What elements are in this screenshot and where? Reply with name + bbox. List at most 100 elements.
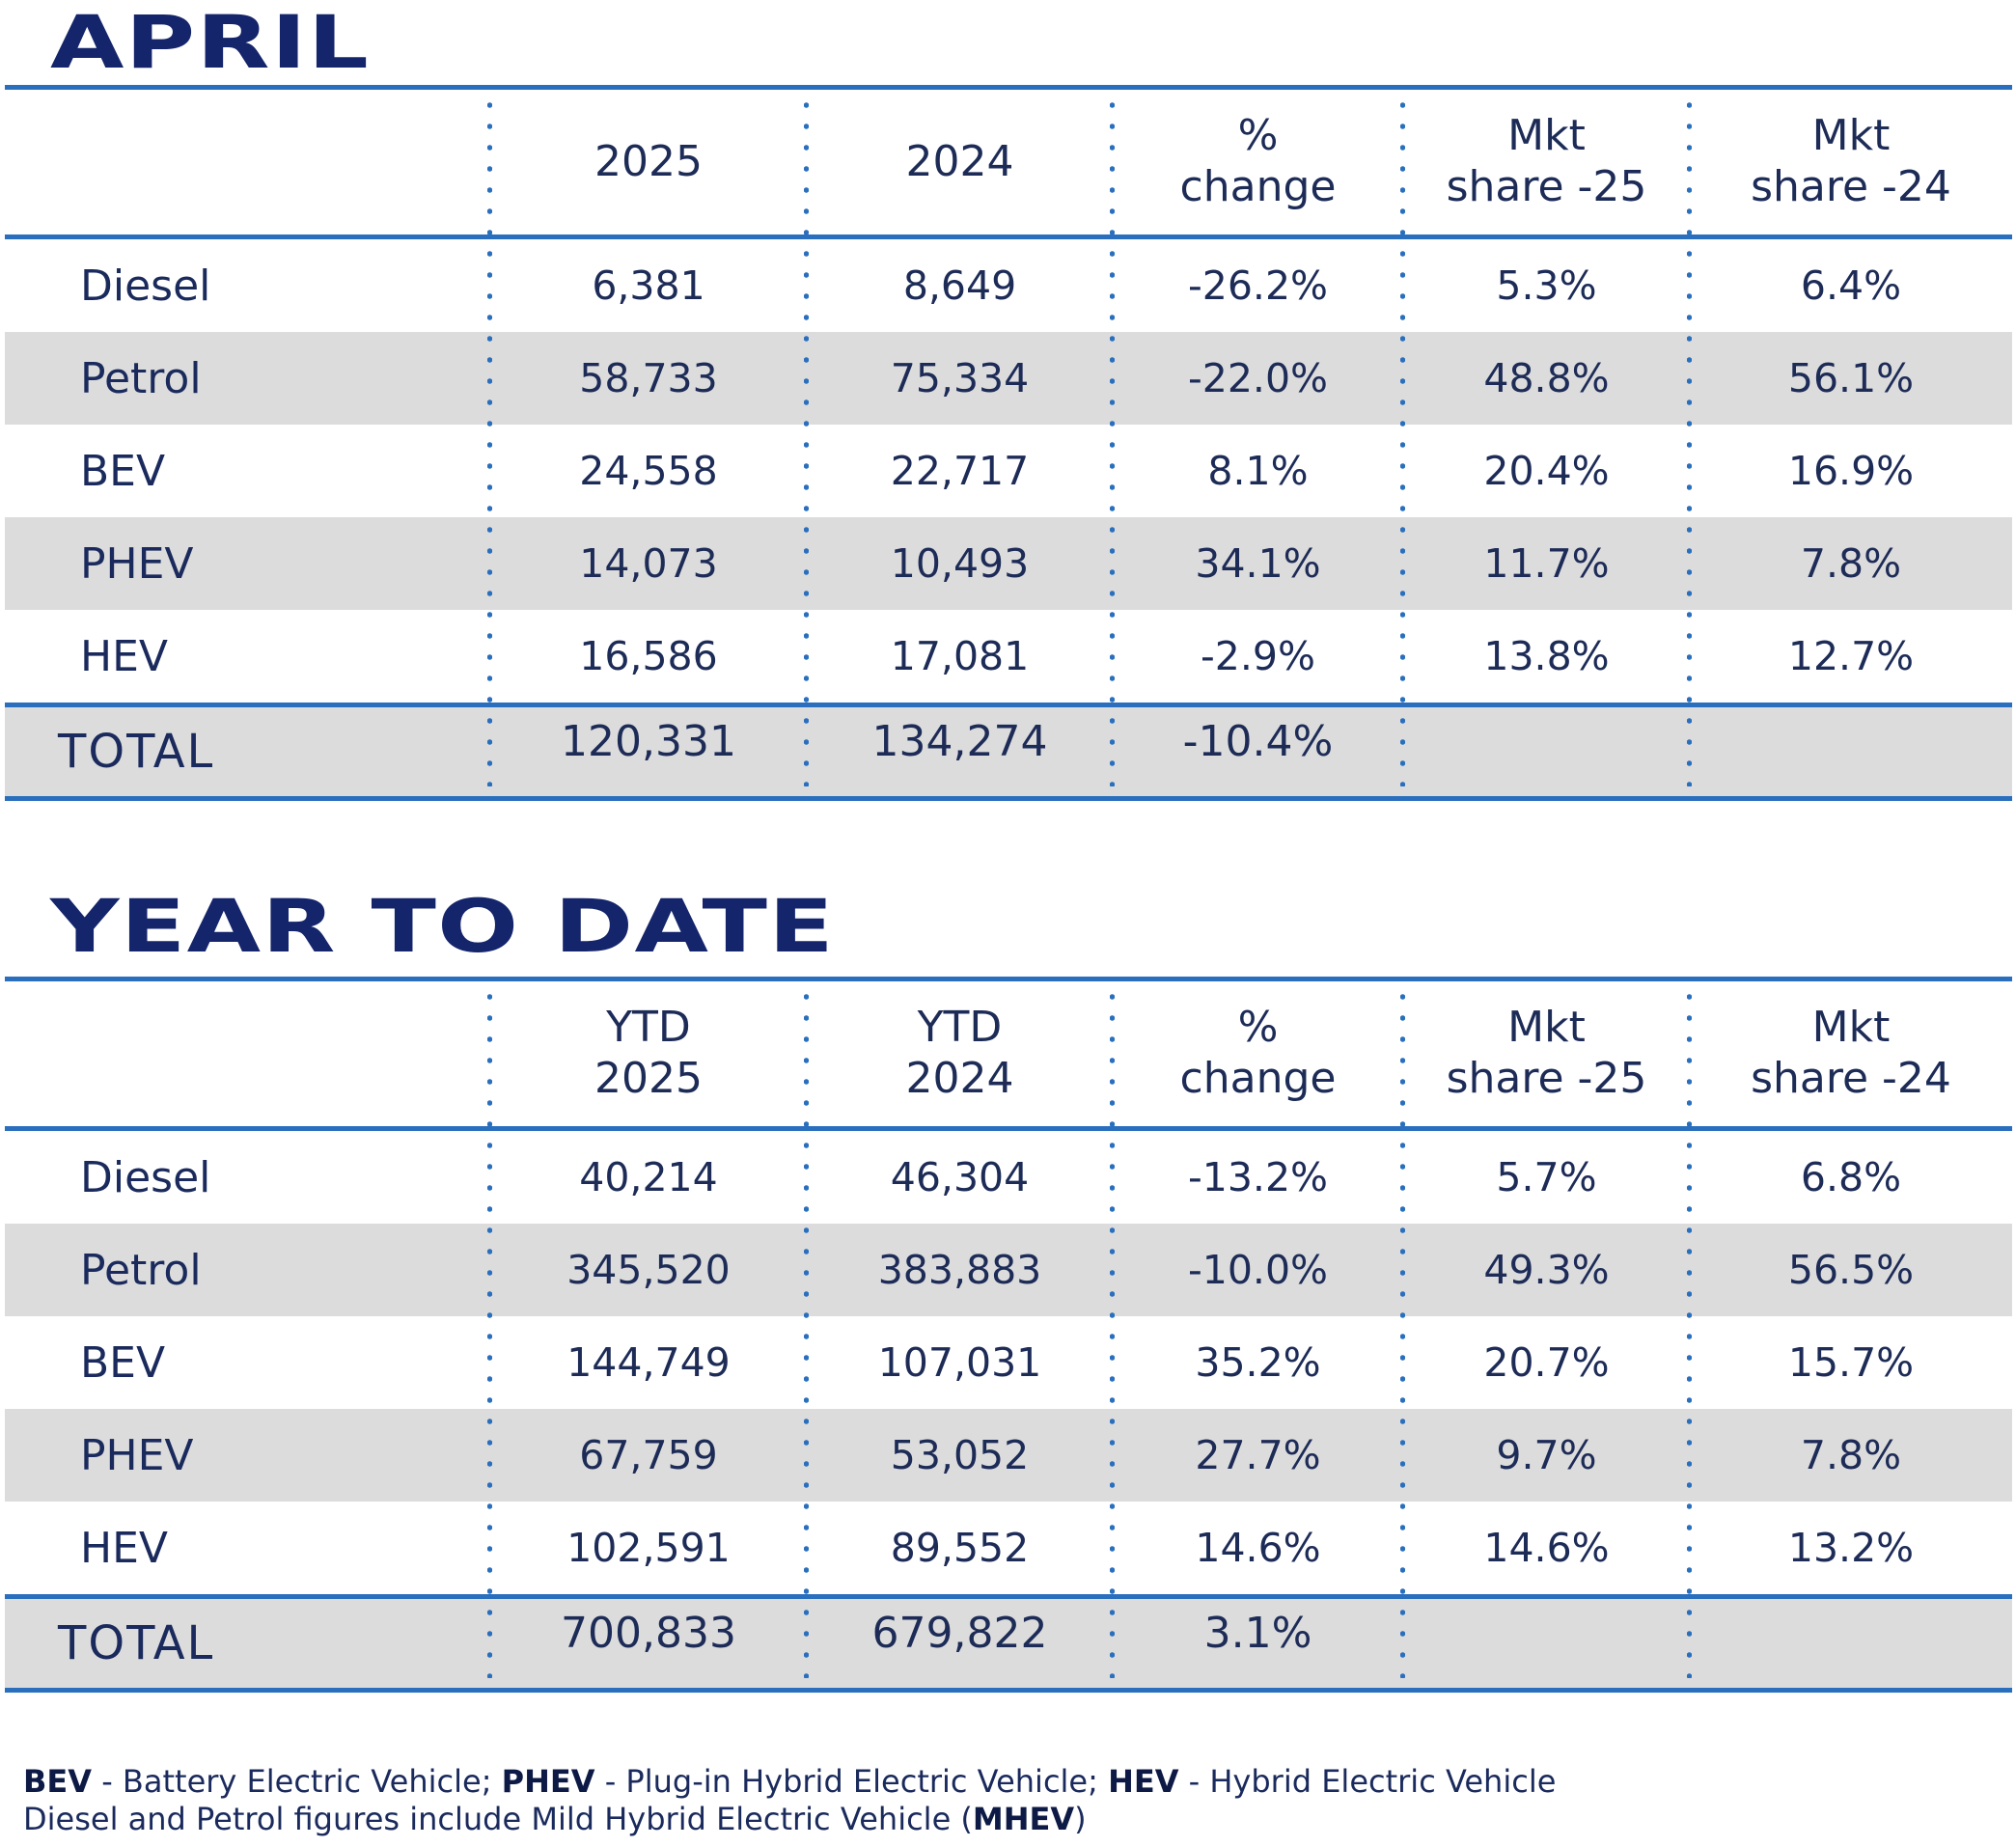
table-cell: 14.6% <box>1195 1525 1321 1571</box>
table-rule <box>5 796 2012 801</box>
column-divider <box>487 986 492 1678</box>
table-cell: -26.2% <box>1187 262 1329 309</box>
footnote-line-2-end: ) <box>1074 1801 1087 1837</box>
row-label: PHEV <box>80 538 194 589</box>
column-divider <box>1400 95 1405 786</box>
table-cell: 6.4% <box>1800 262 1902 309</box>
table-cell: 5.3% <box>1496 262 1597 309</box>
total-row: TOTAL 120,331 134,274 -10.4% <box>5 707 2012 796</box>
total-label: TOTAL <box>58 725 215 779</box>
table-cell: 34.1% <box>1195 540 1321 587</box>
table-cell: 35.2% <box>1195 1339 1321 1386</box>
table-cell: 102,591 <box>566 1525 731 1571</box>
table-row: HEV 16,586 17,081 -2.9% 13.8% 12.7% <box>5 610 2012 703</box>
table-cell: 15.7% <box>1787 1339 1915 1386</box>
row-label: Diesel <box>80 1152 211 1202</box>
column-divider <box>1400 986 1405 1678</box>
column-header: Mkt share -24 <box>1751 111 1951 211</box>
table-cell: 7.8% <box>1800 540 1902 587</box>
column-header: Mkt share -24 <box>1751 1003 1951 1103</box>
table-cell: 144,749 <box>566 1339 731 1386</box>
table-cell: 6.8% <box>1800 1154 1902 1200</box>
table-cell: 48.8% <box>1483 355 1610 401</box>
footnote-mhev-abbr: MHEV <box>972 1801 1075 1837</box>
table-row: Diesel 40,214 46,304 -13.2% 5.7% 6.8% <box>5 1131 2012 1224</box>
footnote-phev-abbr: PHEV <box>501 1763 595 1800</box>
table-rule <box>5 703 2012 707</box>
total-cell: 120,331 <box>561 717 736 766</box>
total-cell <box>1690 1599 2012 1688</box>
table-row: Diesel 6,381 8,649 -26.2% 5.3% 6.4% <box>5 239 2012 332</box>
column-divider <box>804 986 809 1678</box>
table-cell: 13.2% <box>1787 1525 1915 1571</box>
total-cell: 679,822 <box>871 1609 1048 1658</box>
table-cell: 7.8% <box>1800 1432 1902 1478</box>
footnote-hev-def: - Hybrid Electric Vehicle <box>1178 1763 1557 1800</box>
footnote-phev-def: - Plug-in Hybrid Electric Vehicle; <box>594 1763 1109 1800</box>
column-header: YTD 2024 <box>905 1003 1014 1103</box>
total-cell <box>1690 707 2012 796</box>
table-cell: 6,381 <box>592 262 705 309</box>
ytd-title: YEAR TO DATE <box>50 883 836 969</box>
footnote-line-1: BEV - Battery Electric Vehicle; PHEV - P… <box>23 1763 2002 1801</box>
table-cell: -22.0% <box>1187 355 1329 401</box>
table-cell: 27.7% <box>1195 1432 1321 1478</box>
table-cell: 67,759 <box>579 1432 718 1478</box>
column-header: 2024 <box>905 136 1014 186</box>
table-cell: -13.2% <box>1187 1154 1329 1200</box>
column-header: YTD 2025 <box>594 1003 703 1103</box>
table-row: Petrol 58,733 75,334 -22.0% 48.8% 56.1% <box>5 332 2012 425</box>
footnote-bev-def: - Battery Electric Vehicle; <box>92 1763 502 1800</box>
table-cell: 89,552 <box>890 1525 1030 1571</box>
table-row: Petrol 345,520 383,883 -10.0% 49.3% 56.5% <box>5 1224 2012 1316</box>
row-label: Petrol <box>80 353 202 403</box>
column-divider <box>1110 986 1115 1678</box>
total-cell: -10.4% <box>1182 717 1334 766</box>
table-cell: 345,520 <box>566 1247 731 1293</box>
column-divider <box>487 95 492 786</box>
table-rule <box>5 85 2012 90</box>
row-label: PHEV <box>80 1430 194 1480</box>
april-title: APRIL <box>50 0 371 85</box>
table-cell: 9.7% <box>1496 1432 1597 1478</box>
column-header: Mkt share -25 <box>1446 111 1647 211</box>
total-cell: 3.1% <box>1203 1609 1312 1658</box>
table-cell: 14.6% <box>1483 1525 1610 1571</box>
table-cell: 383,883 <box>877 1247 1042 1293</box>
table-rule <box>5 1594 2012 1599</box>
table-cell: 13.8% <box>1483 633 1610 679</box>
table-cell: 14,073 <box>579 540 718 587</box>
table-cell: 40,214 <box>579 1154 718 1200</box>
footnote: BEV - Battery Electric Vehicle; PHEV - P… <box>23 1763 2002 1838</box>
total-cell: 134,274 <box>871 717 1048 766</box>
column-divider <box>1110 95 1115 786</box>
table-cell: -2.9% <box>1201 633 1315 679</box>
row-label: Petrol <box>80 1245 202 1295</box>
table-rule <box>5 234 2012 239</box>
table-cell: 49.3% <box>1483 1247 1610 1293</box>
table-cell: 20.7% <box>1483 1339 1610 1386</box>
table-row: BEV 144,749 107,031 35.2% 20.7% 15.7% <box>5 1316 2012 1409</box>
table-row: BEV 24,558 22,717 8.1% 20.4% 16.9% <box>5 425 2012 517</box>
row-label: HEV <box>80 631 168 681</box>
table-row: PHEV 67,759 53,052 27.7% 9.7% 7.8% <box>5 1409 2012 1502</box>
row-label: HEV <box>80 1523 168 1573</box>
ytd-table: YTD 2025 YTD 2024 % change Mkt share -25 Mkt shar… <box>5 977 2012 1693</box>
table-cell: 11.7% <box>1483 540 1610 587</box>
header-row: YTD 2025 YTD 2024 % change Mkt share -25 Mkt shar… <box>5 981 2012 1126</box>
table-cell: 56.5% <box>1787 1247 1915 1293</box>
total-cell <box>1403 707 1690 796</box>
footnote-bev-abbr: BEV <box>23 1763 93 1800</box>
table-cell: 17,081 <box>890 633 1030 679</box>
table-cell: 24,558 <box>579 448 718 494</box>
table-cell: 10,493 <box>890 540 1030 587</box>
footnote-line-2: Diesel and Petrol figures include Mild H… <box>23 1801 2002 1838</box>
table-cell: -10.0% <box>1187 1247 1329 1293</box>
table-cell: 16.9% <box>1787 448 1915 494</box>
footnote-hev-abbr: HEV <box>1108 1763 1179 1800</box>
column-header: % change <box>1179 111 1337 211</box>
table-cell: 8,649 <box>902 262 1017 309</box>
table-rule <box>5 1688 2012 1693</box>
table-cell: 46,304 <box>890 1154 1030 1200</box>
april-table: 2025 2024 % change Mkt share -25 Mkt share -24 D… <box>5 85 2012 801</box>
